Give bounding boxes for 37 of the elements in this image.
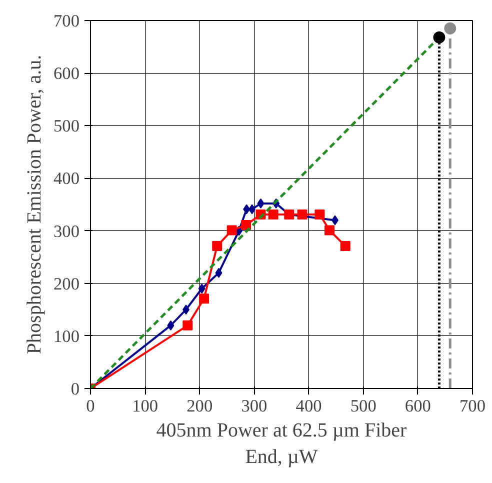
point [257, 198, 264, 208]
y-tick-label: 600 [54, 64, 80, 84]
x-tick-label: 300 [241, 396, 268, 416]
point [199, 294, 210, 304]
point [324, 225, 335, 236]
point [243, 204, 250, 214]
point [182, 320, 193, 330]
x-tick-label: 700 [460, 396, 486, 416]
point [268, 209, 278, 220]
point [215, 268, 222, 278]
x-tick-label: 500 [350, 396, 376, 416]
point [198, 284, 206, 294]
point [340, 241, 350, 252]
point [297, 209, 308, 220]
y-tick-label: 700 [54, 12, 80, 30]
x-tick-label: 100 [132, 396, 158, 416]
x-tick-label: 200 [186, 396, 213, 416]
x-tick-label: 600 [404, 396, 431, 416]
point [226, 225, 237, 236]
point [314, 209, 325, 220]
y-tick-label: 200 [54, 274, 80, 294]
point [241, 220, 252, 230]
x-tick-label: 400 [296, 396, 322, 416]
point [444, 22, 456, 34]
point [433, 31, 446, 44]
x-tick-label: 0 [86, 396, 95, 416]
y-tick-label: 100 [54, 326, 80, 346]
y-tick-label: 0 [70, 380, 80, 398]
y-tick-label: 300 [54, 222, 80, 241]
y-tick-label: 500 [54, 116, 80, 136]
y-axis-title: Phosphorescent Emission Power, a.u. [24, 54, 46, 354]
point [212, 241, 222, 252]
y-tick-label: 400 [54, 169, 80, 188]
point [167, 320, 174, 330]
point [248, 204, 256, 214]
point [331, 215, 338, 226]
x-axis-title: 405nm Power at 62.5 µm Fiber End, µW [156, 420, 408, 468]
